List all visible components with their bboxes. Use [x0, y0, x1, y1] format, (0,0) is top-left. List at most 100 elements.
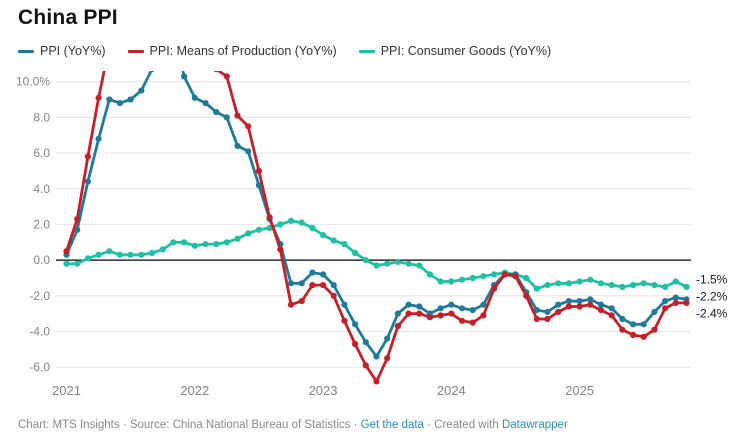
data-point [437, 278, 444, 285]
data-point [138, 87, 145, 94]
data-point [191, 94, 198, 101]
data-point [341, 241, 348, 248]
x-tick-label: 2021 [52, 383, 81, 398]
data-point [84, 178, 91, 185]
end-label-2: -2.4% [696, 306, 728, 320]
data-point [576, 278, 583, 285]
footer-chart-credit: Chart: MTS Insights [18, 419, 120, 431]
footer: Chart: MTS Insights · Source: China Nati… [18, 419, 568, 431]
series-group-1 [63, 71, 690, 385]
legend-label-0: PPI (YoY%) [40, 44, 106, 58]
footer-separator: · [350, 419, 361, 431]
data-point [651, 308, 658, 315]
datawrapper-link[interactable]: Datawrapper [501, 419, 568, 431]
data-point [245, 230, 252, 237]
data-point [330, 237, 337, 244]
data-point [213, 241, 220, 248]
data-point [651, 326, 658, 333]
data-point [426, 314, 433, 321]
legend: PPI (YoY%) PPI: Means of Production (YoY%… [18, 44, 551, 58]
data-point [309, 224, 316, 232]
data-point [362, 362, 369, 369]
data-point [426, 271, 433, 278]
footer-separator: · [119, 419, 130, 431]
data-point [95, 135, 102, 142]
y-tick-label: 6.0 [33, 146, 50, 160]
data-point [74, 260, 81, 267]
legend-item-2: PPI: Consumer Goods (YoY%) [358, 44, 552, 58]
data-point [651, 282, 658, 289]
get-the-data-link[interactable]: Get the data [360, 419, 424, 431]
data-point [245, 148, 252, 155]
data-point [202, 100, 209, 107]
legend-swatch-2 [358, 49, 375, 53]
y-tick-label: -6.0 [29, 360, 50, 374]
x-tick-label: 2023 [309, 383, 338, 398]
data-point [405, 310, 412, 317]
legend-swatch-1 [127, 49, 144, 53]
data-point [533, 315, 540, 323]
data-point [373, 353, 380, 360]
data-point [116, 100, 123, 107]
data-point [74, 216, 81, 223]
data-point [95, 251, 102, 258]
legend-label-2: PPI: Consumer Goods (YoY%) [380, 44, 552, 58]
series-group-0 [63, 71, 690, 360]
y-tick-label: 2.0 [33, 217, 50, 231]
data-point [662, 305, 669, 312]
data-point [619, 315, 626, 323]
data-point [170, 239, 177, 246]
data-point [544, 282, 551, 289]
data-point [491, 285, 498, 292]
data-point [640, 321, 647, 328]
data-point [384, 260, 391, 267]
end-label-0: -1.5% [696, 272, 728, 286]
y-tick-label: -4.0 [29, 324, 50, 338]
y-tick-label: 4.0 [33, 182, 50, 196]
end-label-1: -2.2% [696, 289, 728, 303]
data-point [234, 112, 241, 119]
footer-source: Source: China National Bureau of Statist… [129, 419, 351, 431]
data-point [469, 307, 476, 314]
data-point [63, 248, 70, 255]
data-point [394, 323, 401, 330]
data-point [223, 73, 230, 80]
data-point [84, 255, 91, 262]
data-point [491, 271, 498, 278]
x-tick-label: 2022 [180, 383, 209, 398]
data-point [544, 308, 551, 315]
data-point [565, 280, 573, 287]
data-point [74, 226, 81, 233]
data-point [341, 317, 348, 324]
data-point [555, 308, 562, 315]
data-point [458, 305, 466, 312]
data-point [298, 219, 305, 226]
data-point [608, 312, 615, 319]
data-point [298, 280, 305, 287]
data-point [127, 96, 134, 103]
data-point [255, 167, 262, 174]
data-point [234, 235, 241, 242]
y-tick-label: -2.0 [29, 289, 50, 303]
data-point [587, 296, 594, 303]
data-point [597, 307, 605, 314]
data-point [512, 273, 519, 280]
data-point [523, 292, 530, 299]
data-point [148, 249, 156, 257]
data-point [245, 123, 252, 130]
data-point [683, 299, 690, 306]
data-point [533, 307, 540, 314]
data-point [287, 301, 295, 308]
data-point [565, 298, 573, 305]
data-point [608, 305, 615, 312]
data-point [565, 303, 573, 310]
data-point [555, 301, 562, 308]
y-tick-label: 0.0 [33, 253, 50, 267]
data-point [181, 239, 188, 246]
data-point [480, 273, 487, 280]
y-tick-label: 8.0 [33, 110, 50, 124]
y-tick-label: 10.0% [16, 75, 50, 89]
data-point [138, 251, 145, 258]
